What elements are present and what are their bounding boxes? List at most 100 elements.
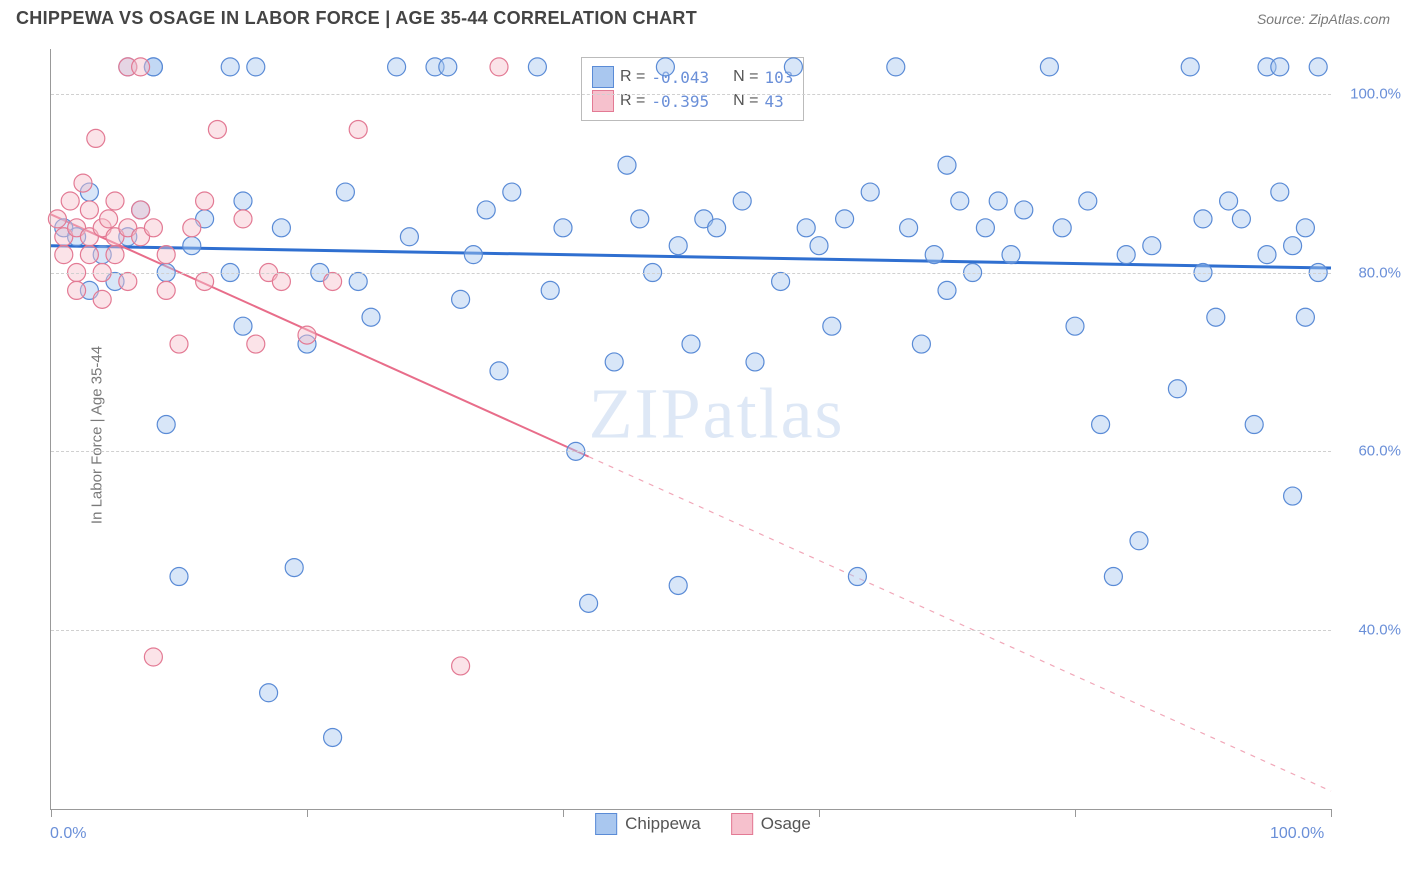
point-chippewa — [1143, 237, 1161, 255]
point-chippewa — [260, 684, 278, 702]
point-osage — [48, 210, 66, 228]
point-osage — [234, 210, 252, 228]
y-tick-label: 80.0% — [1341, 264, 1401, 281]
point-osage — [490, 58, 508, 76]
point-osage — [132, 58, 150, 76]
legend-swatch — [595, 813, 617, 835]
point-chippewa — [1245, 416, 1263, 434]
point-chippewa — [1130, 532, 1148, 550]
point-chippewa — [848, 568, 866, 586]
point-osage — [106, 246, 124, 264]
point-osage — [298, 326, 316, 344]
point-chippewa — [836, 210, 854, 228]
y-gridline — [51, 630, 1331, 631]
point-chippewa — [618, 156, 636, 174]
point-chippewa — [900, 219, 918, 237]
x-tick-mark — [1075, 809, 1076, 817]
point-osage — [247, 335, 265, 353]
point-osage — [119, 272, 137, 290]
point-chippewa — [503, 183, 521, 201]
point-chippewa — [1053, 219, 1071, 237]
point-osage — [452, 657, 470, 675]
point-osage — [61, 192, 79, 210]
legend-label: Osage — [761, 814, 811, 834]
source-credit: Source: ZipAtlas.com — [1257, 11, 1390, 27]
point-chippewa — [1015, 201, 1033, 219]
x-tick-mark — [819, 809, 820, 817]
point-chippewa — [221, 58, 239, 76]
point-chippewa — [887, 58, 905, 76]
point-chippewa — [1309, 58, 1327, 76]
point-chippewa — [746, 353, 764, 371]
point-chippewa — [580, 594, 598, 612]
point-chippewa — [951, 192, 969, 210]
point-chippewa — [669, 237, 687, 255]
point-chippewa — [938, 156, 956, 174]
point-chippewa — [349, 272, 367, 290]
page-title: CHIPPEWA VS OSAGE IN LABOR FORCE | AGE 3… — [16, 8, 697, 29]
point-chippewa — [938, 281, 956, 299]
point-chippewa — [733, 192, 751, 210]
x-tick-mark — [1331, 809, 1332, 817]
legend-item-osage: Osage — [731, 813, 811, 835]
point-osage — [196, 272, 214, 290]
point-osage — [68, 281, 86, 299]
point-osage — [100, 210, 118, 228]
point-chippewa — [797, 219, 815, 237]
point-chippewa — [810, 237, 828, 255]
point-chippewa — [912, 335, 930, 353]
y-tick-label: 100.0% — [1341, 85, 1401, 102]
point-chippewa — [1258, 246, 1276, 264]
legend-swatch — [731, 813, 753, 835]
y-gridline — [51, 94, 1331, 95]
point-osage — [93, 290, 111, 308]
point-chippewa — [157, 416, 175, 434]
point-chippewa — [1079, 192, 1097, 210]
point-chippewa — [1104, 568, 1122, 586]
point-osage — [144, 648, 162, 666]
legend: Chippewa Osage — [595, 813, 811, 835]
x-axis-max-label: 100.0% — [1270, 825, 1324, 843]
point-chippewa — [1181, 58, 1199, 76]
point-chippewa — [989, 192, 1007, 210]
point-osage — [157, 281, 175, 299]
x-tick-mark — [307, 809, 308, 817]
point-chippewa — [1271, 58, 1289, 76]
legend-item-chippewa: Chippewa — [595, 813, 701, 835]
point-chippewa — [272, 219, 290, 237]
point-osage — [208, 120, 226, 138]
header: CHIPPEWA VS OSAGE IN LABOR FORCE | AGE 3… — [0, 0, 1406, 29]
point-chippewa — [439, 58, 457, 76]
point-chippewa — [324, 728, 342, 746]
point-chippewa — [234, 317, 252, 335]
point-chippewa — [861, 183, 879, 201]
point-osage — [272, 272, 290, 290]
point-osage — [87, 129, 105, 147]
y-gridline — [51, 451, 1331, 452]
point-chippewa — [1296, 219, 1314, 237]
trendline-osage-dashed — [589, 457, 1331, 791]
point-osage — [55, 246, 73, 264]
point-chippewa — [1168, 380, 1186, 398]
point-chippewa — [1194, 210, 1212, 228]
point-chippewa — [464, 246, 482, 264]
point-chippewa — [1220, 192, 1238, 210]
point-osage — [170, 335, 188, 353]
point-chippewa — [528, 58, 546, 76]
point-chippewa — [234, 192, 252, 210]
point-chippewa — [1296, 308, 1314, 326]
point-osage — [106, 192, 124, 210]
point-osage — [157, 246, 175, 264]
point-chippewa — [925, 246, 943, 264]
x-tick-mark — [563, 809, 564, 817]
point-chippewa — [1040, 58, 1058, 76]
point-osage — [324, 272, 342, 290]
point-osage — [132, 201, 150, 219]
x-tick-mark — [51, 809, 52, 817]
point-chippewa — [1117, 246, 1135, 264]
point-chippewa — [1092, 416, 1110, 434]
point-chippewa — [554, 219, 572, 237]
point-chippewa — [1271, 183, 1289, 201]
plot-svg — [51, 49, 1331, 809]
point-chippewa — [631, 210, 649, 228]
